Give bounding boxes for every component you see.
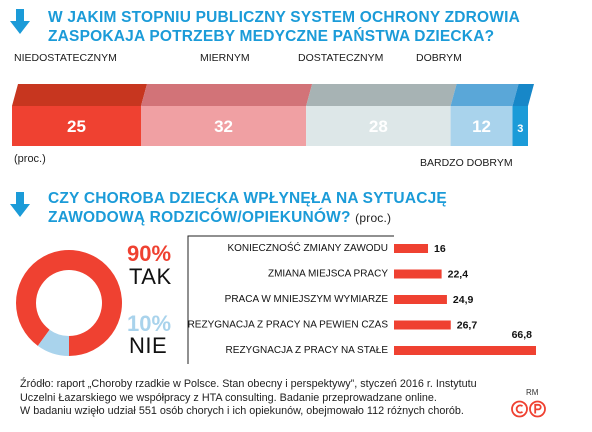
category-label: NIEDOSTATECZNYM — [14, 52, 117, 64]
bar — [394, 295, 447, 304]
data-label: 26,7 — [457, 320, 478, 332]
down-arrow-icon — [10, 192, 30, 217]
nie-percent: 10% — [127, 311, 172, 336]
category-label: DOBRYM — [416, 52, 462, 64]
tak-label: TAK — [129, 264, 172, 289]
source-note: Źródło: raport „Choroby rzadkie w Polsce… — [20, 378, 500, 419]
bar-segment-top — [450, 84, 519, 106]
category-label: DOSTATECZNYM — [298, 52, 384, 64]
source-line: Uczelni Łazarskiego we współpracy z HTA … — [20, 391, 437, 404]
category-label: BARDZO DOBRYM — [420, 157, 513, 169]
stacked-bar-chart: 25 32 28 12 3 — [12, 84, 534, 146]
bar — [394, 269, 442, 279]
bar-segment-front — [141, 106, 307, 146]
bar-segment-front — [512, 106, 528, 146]
data-label: 3 — [517, 123, 523, 135]
unit-label: (proc.) — [14, 153, 46, 165]
bar-row: PRACA W MNIEJSZYM WYMIARZE 24,9 — [225, 294, 474, 306]
bar-row: REZYGNACJA Z PRACY NA PEWIEN CZAS 26,7 — [188, 320, 478, 332]
label-bracket — [187, 235, 394, 364]
bar-row: REZYGNACJA Z PRACY NA STAŁE 66,8 — [226, 329, 536, 356]
tak-percent: 90% — [127, 241, 172, 266]
bar-row: ZMIANA MIEJSCA PRACY 22,4 — [268, 269, 468, 281]
data-label: 12 — [472, 117, 491, 136]
data-label: 24,9 — [453, 294, 474, 306]
data-label: 28 — [369, 117, 388, 136]
bar — [394, 244, 429, 253]
category-label: KONIECZNOŚĆ ZMIANY ZAWODU — [227, 241, 388, 254]
data-label: 22,4 — [448, 269, 469, 281]
chart-title-2: CZY CHOROBA DZIECKA WPŁYNĘŁA NA SYTUACJĘ… — [48, 189, 568, 228]
unit-label: (proc.) — [355, 211, 392, 225]
chart-title-1: W JAKIM STOPNIU PUBLICZNY SYSTEM OCHRONY… — [48, 9, 520, 45]
data-label: 32 — [214, 117, 233, 136]
bar-segment-top — [141, 84, 313, 106]
bar-segment-front — [12, 106, 141, 146]
source-line: Źródło: raport „Choroby rzadkie w Polsce… — [20, 378, 477, 390]
bar-segment-front — [306, 106, 451, 146]
chart-title-2-line2: ZAWODOWĄ RODZICÓW/OPIEKUNÓW? — [48, 209, 351, 226]
bar-segment: 25 — [12, 84, 147, 146]
bar-segment-top — [12, 84, 147, 106]
bar-segment: 28 — [306, 84, 457, 146]
bar-segment-front — [450, 106, 513, 146]
category-label: ZMIANA MIEJSCA PRACY — [268, 269, 388, 280]
bar-segment: 3 — [512, 84, 534, 146]
bar-segment-top — [306, 84, 457, 106]
source-line: W badaniu wzięło udział 551 osób chorych… — [20, 405, 464, 417]
donut-slice-nie — [37, 329, 69, 356]
bar-segment: 12 — [450, 84, 519, 146]
data-label: 66,8 — [512, 329, 533, 341]
category-label: MIERNYM — [200, 52, 250, 64]
category-label: REZYGNACJA Z PRACY NA STAŁE — [226, 345, 389, 356]
chart-title-2-line1: CZY CHOROBA DZIECKA WPŁYNĘŁA NA SYTUACJĘ — [48, 190, 447, 207]
bar-row: KONIECZNOŚĆ ZMIANY ZAWODU 16 — [227, 241, 445, 255]
bar — [394, 320, 451, 330]
bar — [394, 346, 536, 355]
donut-slice-tak — [15, 250, 123, 356]
donut-chart — [15, 250, 123, 356]
data-label: 25 — [67, 117, 86, 136]
down-arrow-icon — [10, 9, 30, 34]
category-label: REZYGNACJA Z PRACY NA PEWIEN CZAS — [188, 320, 389, 331]
data-label: 16 — [434, 243, 446, 255]
category-label: PRACA W MNIEJSZYM WYMIARZE — [225, 294, 389, 305]
copyright-logo-icon — [511, 400, 546, 418]
bar-segment-top — [512, 84, 534, 106]
rm-mark: RM — [526, 388, 539, 397]
horizontal-bar-chart: KONIECZNOŚĆ ZMIANY ZAWODU 16 ZMIANA MIEJSC… — [187, 235, 536, 364]
bar-segment: 32 — [141, 84, 313, 146]
nie-label: NIE — [129, 333, 168, 358]
